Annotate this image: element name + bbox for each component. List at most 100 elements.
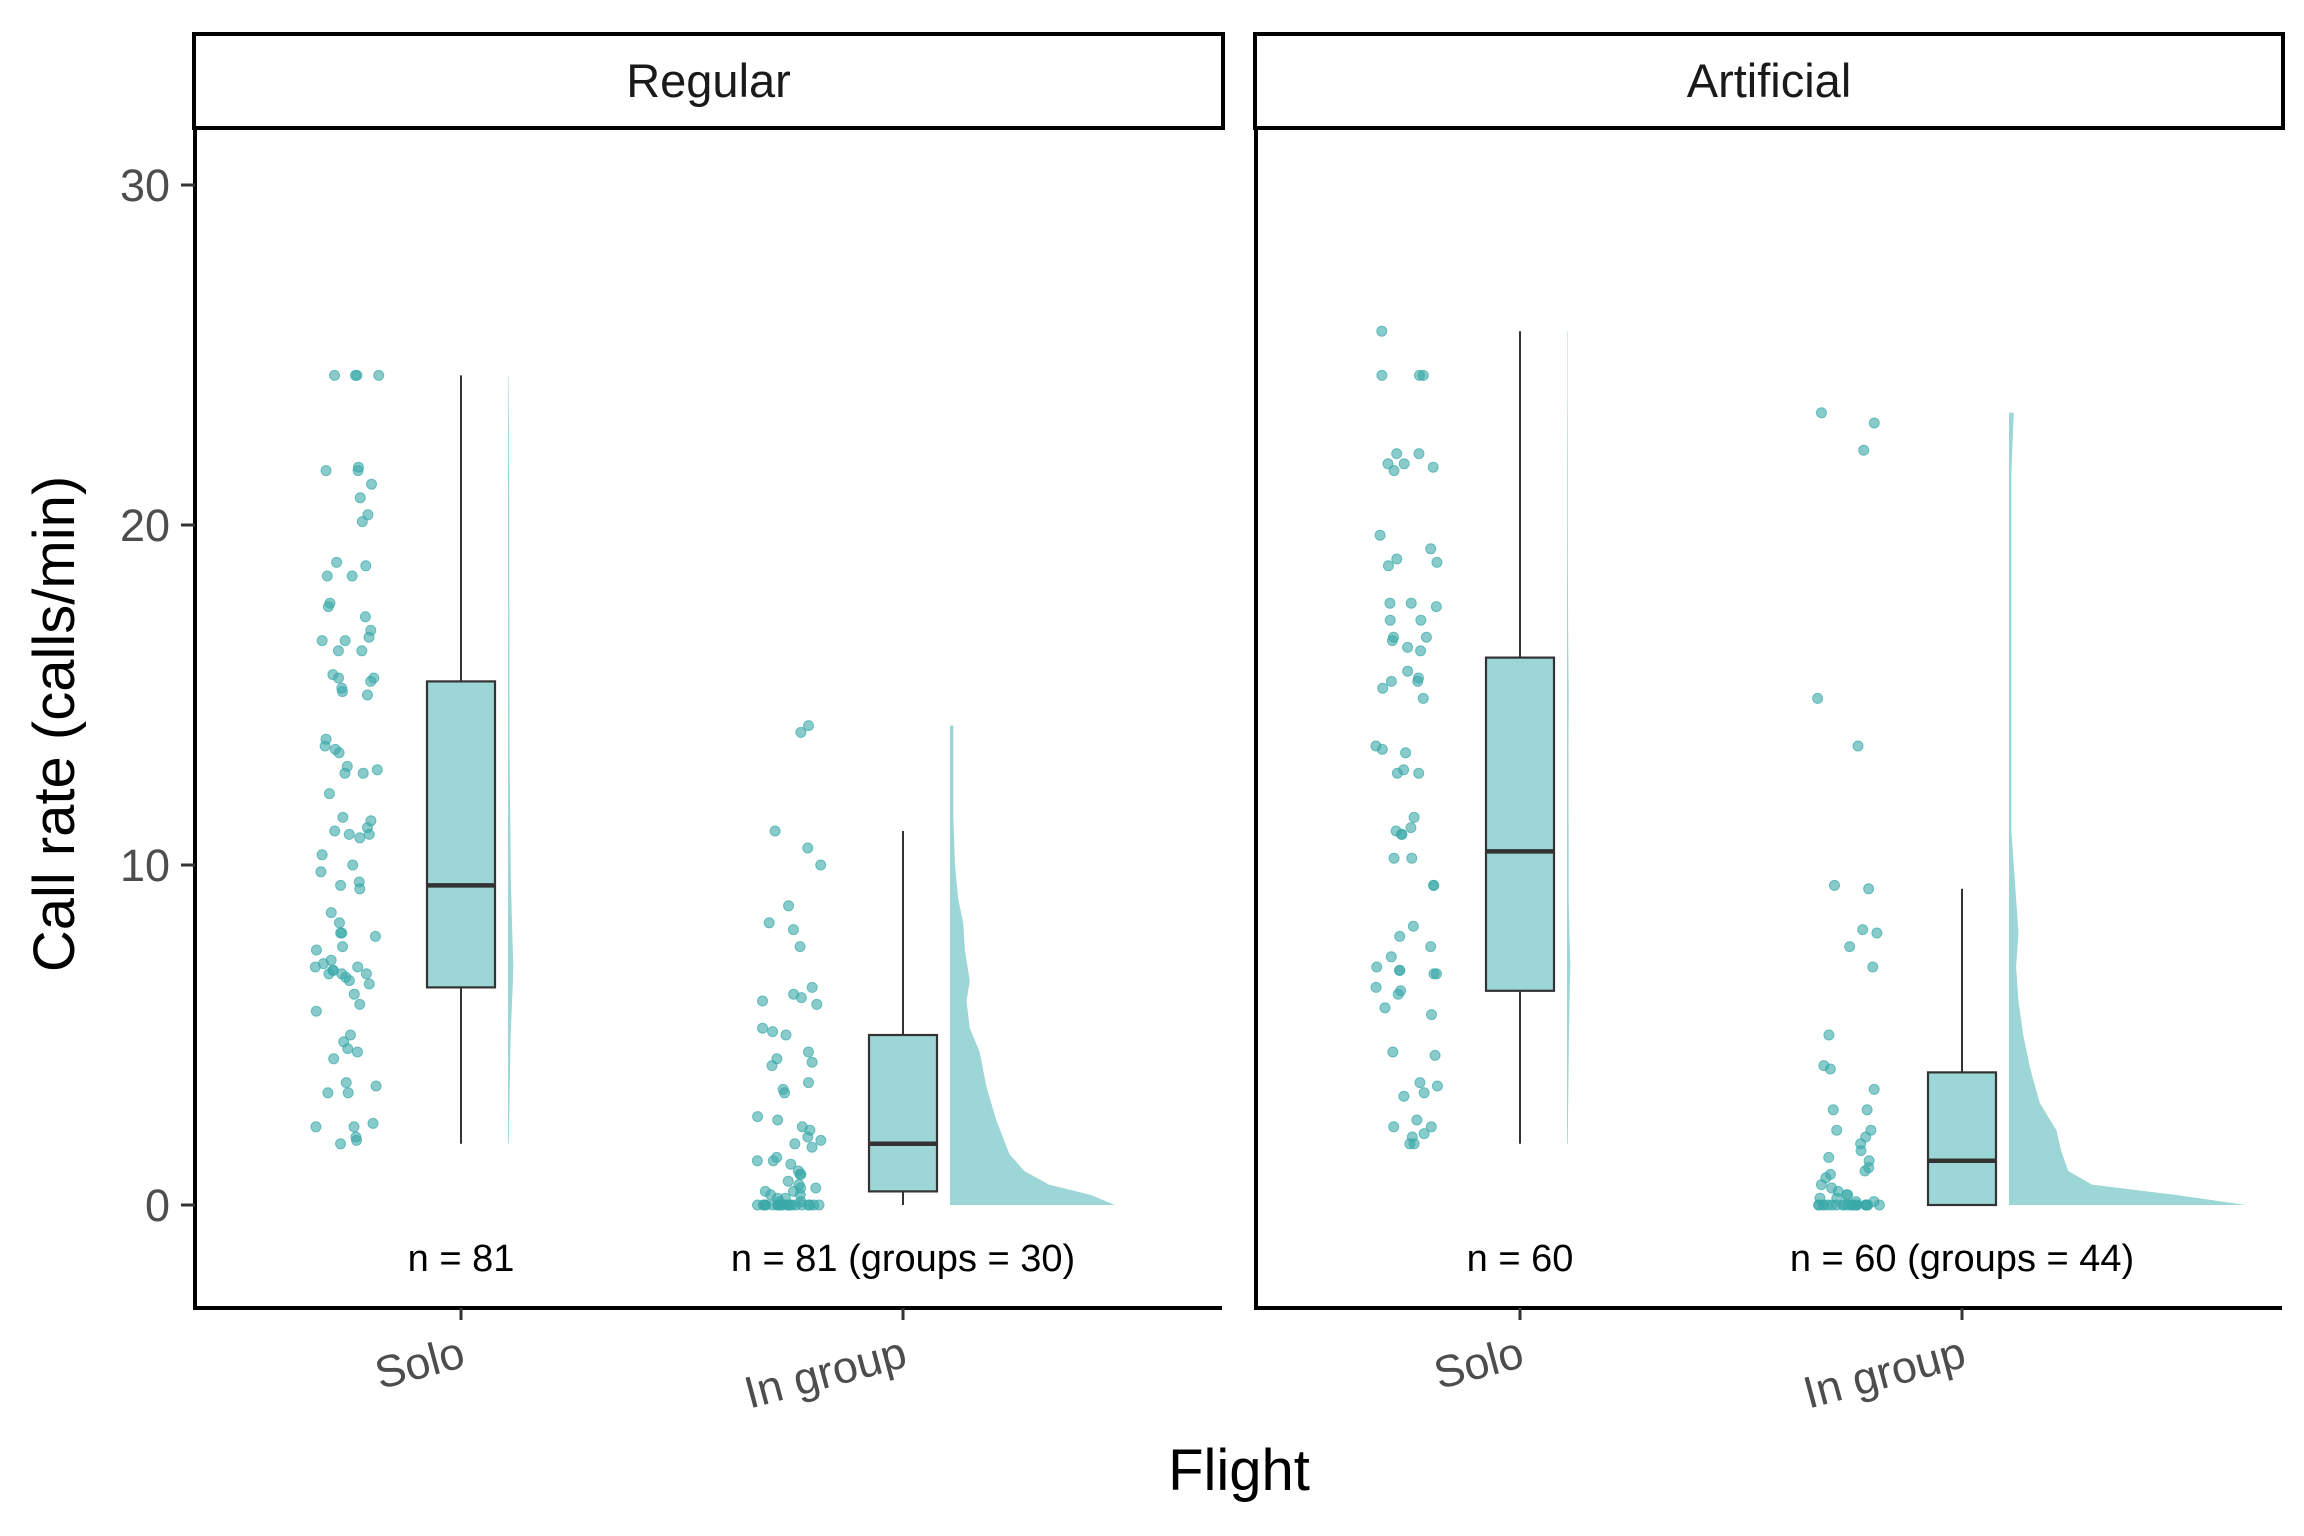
density-cloud [950,725,1115,1205]
data-point [370,1080,382,1092]
data-point [339,635,351,647]
data-point [1425,543,1437,555]
data-point [1427,461,1439,473]
data-point [373,369,385,381]
data-point [795,726,807,738]
data-point [354,883,366,895]
data-point [1867,961,1879,973]
data-point [1430,601,1442,613]
sample-size-label: n = 60 (groups = 44) [1790,1238,2134,1280]
data-point [1858,444,1870,456]
data-point [1813,1199,1825,1211]
data-point [1394,964,1406,976]
data-point [319,740,331,752]
data-point [1407,920,1419,932]
data-point [806,981,818,993]
data-point [787,924,799,936]
data-point [815,1134,827,1146]
data-point [1420,631,1432,643]
data-point [1384,614,1396,626]
data-point [794,941,806,953]
data-point [354,998,366,1010]
data-point [1376,369,1388,381]
data-point [348,1121,360,1133]
data-point [363,828,375,840]
data-point [354,492,366,504]
data-point [802,1046,814,1058]
data-point [1857,924,1869,936]
sample-size-label: n = 81 [408,1238,515,1280]
data-point [1402,665,1414,677]
data-point [1408,811,1420,823]
density-cloud [2009,412,2246,1205]
data-point [802,842,814,854]
data-point [335,879,347,891]
data-point [333,917,345,929]
data-point [1815,407,1827,419]
data-point [360,968,372,980]
data-point [329,825,341,837]
data-point [779,1087,791,1099]
data-point [1868,417,1880,429]
group-solo: n = 60 [1370,325,1573,1280]
panel-artificial: n = 60 n = 60 (groups = 44) [1254,130,2282,1310]
data-point [1377,682,1389,694]
data-point [785,1158,797,1170]
data-point [356,516,368,528]
data-point [1398,1090,1410,1102]
x-tick-label: In group [1798,1326,1971,1418]
data-point [780,1029,792,1041]
data-point [1402,641,1414,653]
data-point [1413,369,1425,381]
data-point [1398,458,1410,470]
data-point [351,1134,363,1146]
data-point [1384,597,1396,609]
data-point [1382,458,1394,470]
data-point [1863,883,1875,895]
x-axis-title: Flight [1168,1438,1310,1503]
data-point [769,825,781,837]
data-point [1388,1121,1400,1133]
x-axis: Solo In group Solo In group [369,1308,1971,1418]
data-point [360,560,372,572]
data-point [1429,1049,1441,1061]
data-point [1425,941,1437,953]
data-point [1413,448,1425,460]
data-point [1823,1029,1835,1041]
data-point [1415,614,1427,626]
data-point [1827,1104,1839,1116]
data-point [795,992,807,1004]
y-tick-label: 30 [120,160,170,211]
box-iqr [1926,1071,1998,1207]
data-point [794,1168,806,1180]
y-tick-label: 10 [120,840,170,891]
data-point [316,849,328,861]
data-point [811,998,823,1010]
data-point [354,832,366,844]
data-point [1418,1087,1430,1099]
data-point [1404,1138,1416,1150]
data-point [1417,692,1429,704]
data-point [336,686,348,698]
data-point [1842,1189,1854,1201]
data-point [356,645,368,657]
data-point [1823,1151,1835,1163]
data-point [1855,1145,1867,1157]
y-tick-label: 0 [145,1180,170,1231]
data-point [783,900,795,912]
data-point [333,672,345,684]
data-point [340,1077,352,1089]
data-point [335,1138,347,1150]
data-point [1385,951,1397,963]
group-in-group: n = 81 (groups = 30) [731,720,1115,1280]
facet-strip-0 [192,32,1225,130]
data-point [347,859,359,871]
data-point [1400,747,1412,759]
group-in-group: n = 60 (groups = 44) [1790,407,2246,1280]
data-point [343,975,355,987]
data-point [1412,675,1424,687]
data-point [1430,968,1442,980]
y-axis-title: Call rate (calls/min) [22,476,87,972]
data-point [1414,1077,1426,1089]
data-point [346,570,358,582]
